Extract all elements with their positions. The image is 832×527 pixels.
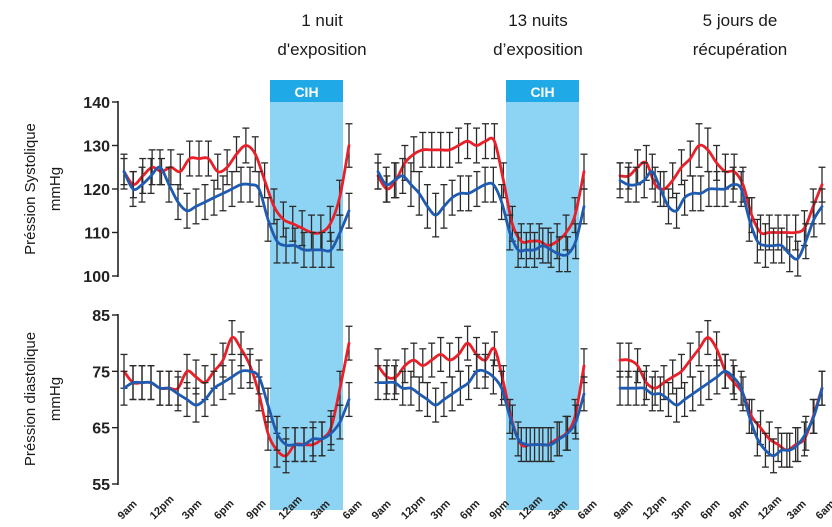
y-tick-label-2-75: 75	[92, 364, 110, 381]
series-line-blue-p2-g3	[618, 369, 824, 458]
x-tick-label-g3-6pm: 6pm	[698, 497, 723, 522]
group-title-3-line-1: 5 jours de	[703, 11, 778, 30]
cih-label-1: CIH	[294, 84, 318, 100]
group-title-2-line-1: 13 nuits	[508, 11, 568, 30]
y-axis-label-top-2: mmHg	[47, 167, 64, 211]
x-tick-label-g3-6am: 6am	[814, 498, 832, 522]
series-line-blue-p1-g2	[376, 170, 586, 257]
y-axis-label-bottom-1: Préssion diastolique	[22, 332, 39, 466]
x-tick-label-g3-9am: 9am	[612, 498, 636, 522]
x-tick-label-g3-12am: 12am	[756, 494, 785, 523]
y-tick-label-2-55: 55	[92, 477, 110, 494]
y-tick-label-1-140: 140	[83, 95, 110, 112]
series-line-red-p1-g3	[618, 143, 824, 236]
series-line-red-p1-g2	[376, 136, 586, 247]
y-axis-label-bottom-2: mmHg	[47, 377, 64, 421]
x-tick-label-g1-9am: 9am	[116, 498, 140, 522]
x-tick-label-g3-9pm: 9pm	[727, 497, 752, 522]
x-tick-label-g2-12pm: 12pm	[399, 493, 428, 522]
series-line-blue-p1-g3	[618, 170, 824, 261]
y-tick-label-1-130: 130	[83, 139, 110, 156]
cih-label-bar-2	[506, 80, 579, 102]
x-tick-label-g1-6pm: 6pm	[212, 497, 237, 522]
y-tick-label-1-120: 120	[83, 182, 110, 199]
x-tick-label-g1-9pm: 9pm	[244, 497, 269, 522]
x-tick-label-g3-12pm: 12pm	[640, 493, 669, 522]
series-line-blue-p2-g1	[122, 369, 351, 447]
x-tick-label-g1-12pm: 12pm	[148, 493, 177, 522]
y-axis-label-top-1: Préssion Systolique	[22, 123, 39, 255]
x-tick-label-g1-3pm: 3pm	[180, 497, 205, 522]
x-tick-label-g1-6am: 6am	[341, 498, 365, 522]
x-tick-label-g2-9am: 9am	[370, 498, 394, 522]
y-tick-label-2-85: 85	[92, 308, 110, 325]
x-tick-label-g2-6am: 6am	[576, 498, 600, 522]
group-title-1-line-1: 1 nuit	[301, 11, 343, 30]
x-tick-label-g2-3pm: 3pm	[428, 497, 453, 522]
group-title-2-line-2: d’exposition	[493, 40, 583, 59]
series-line-blue-p1-g1	[122, 165, 351, 253]
y-tick-label-1-100: 100	[83, 269, 110, 286]
x-tick-label-g3-3am: 3am	[785, 498, 809, 522]
series-line-blue-p2-g2	[376, 368, 586, 447]
y-tick-label-2-65: 65	[92, 421, 110, 438]
y-tick-label-1-110: 110	[84, 226, 110, 243]
group-title-1-line-2: d'exposition	[277, 40, 366, 59]
group-title-3-line-2: récupération	[693, 40, 788, 59]
cih-label-bar-1	[270, 80, 343, 102]
x-tick-label-g3-3pm: 3pm	[669, 497, 694, 522]
x-tick-label-g2-6pm: 6pm	[458, 497, 483, 522]
cih-label-2: CIH	[530, 84, 554, 100]
